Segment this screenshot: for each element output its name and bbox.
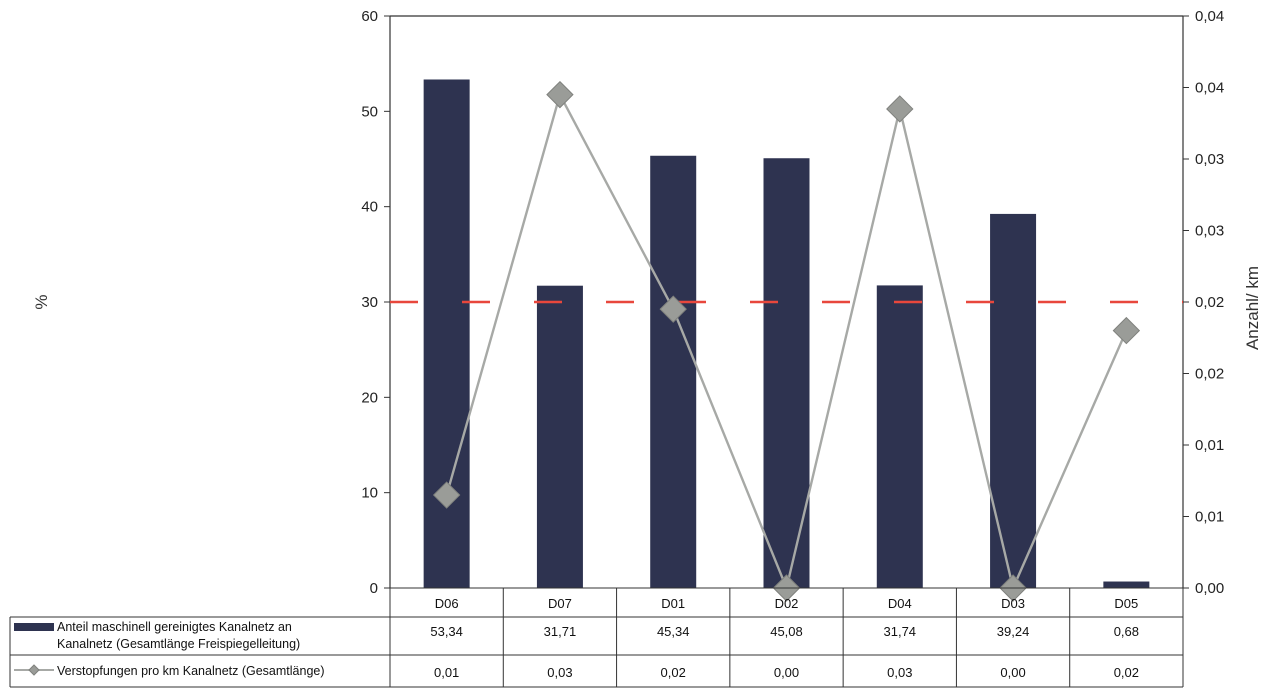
table-cell-line-value: 0,00 xyxy=(1000,665,1025,680)
line-marker-d07 xyxy=(546,80,574,109)
line-marker-d06 xyxy=(432,481,461,509)
table-cell-line-value: 0,02 xyxy=(1114,665,1139,680)
table-cell-line-value: 0,00 xyxy=(774,665,799,680)
line-marker-d04 xyxy=(886,95,914,123)
y-left-tick-label: 20 xyxy=(361,389,378,406)
x-tick-label: D07 xyxy=(548,596,572,611)
legend-key-marker xyxy=(28,664,40,676)
table-cell-bar-value: 31,74 xyxy=(884,624,917,639)
y-left-tick-label: 60 xyxy=(361,8,378,25)
y-left-tick-label: 10 xyxy=(361,485,378,502)
line-marker-d01 xyxy=(659,295,687,323)
x-tick-label: D06 xyxy=(435,596,459,611)
table-cell-line-value: 0,03 xyxy=(547,665,572,680)
bar-d02 xyxy=(763,158,810,588)
table-cell-bar-value: 39,24 xyxy=(997,624,1030,639)
y-left-tick-label: 30 xyxy=(361,294,378,311)
bar-d01 xyxy=(650,155,697,588)
y-left-tick-label: 50 xyxy=(361,103,378,120)
x-tick-label: D01 xyxy=(661,596,685,611)
bar-d03 xyxy=(990,213,1037,589)
x-tick-label: D05 xyxy=(1114,596,1138,611)
table-cell-line-value: 0,03 xyxy=(887,665,912,680)
y-right-tick-label: 0,04 xyxy=(1195,80,1224,97)
legend-label-line: Verstopfungen pro km Kanalnetz (Gesamtlä… xyxy=(57,664,325,678)
y-right-tick-label: 0,02 xyxy=(1195,294,1224,311)
legend-label-bar: Kanalnetz (Gesamtlänge Freispiegelleitun… xyxy=(57,637,300,651)
y-right-tick-label: 0,02 xyxy=(1195,366,1224,383)
table-cell-bar-value: 53,34 xyxy=(430,624,463,639)
bar-d07 xyxy=(536,285,583,588)
y-right-tick-label: 0,01 xyxy=(1195,437,1224,454)
bar-d04 xyxy=(876,285,923,588)
y-right-tick-label: 0,01 xyxy=(1195,509,1224,526)
bar-d06 xyxy=(423,79,470,588)
table-cell-line-value: 0,02 xyxy=(661,665,686,680)
y-right-tick-label: 0,00 xyxy=(1195,580,1224,597)
table-cell-line-value: 0,01 xyxy=(434,665,459,680)
y-axis-left-title: % xyxy=(32,294,51,309)
legend-key-bar xyxy=(14,623,54,631)
y-left-tick-label: 0 xyxy=(370,580,378,597)
y-right-tick-label: 0,03 xyxy=(1195,223,1224,240)
x-tick-label: D02 xyxy=(775,596,799,611)
y-axis-right-title: Anzahl/ km xyxy=(1243,266,1262,350)
y-left-tick-label: 40 xyxy=(361,199,378,216)
table-cell-bar-value: 31,71 xyxy=(544,624,577,639)
table-cell-bar-value: 0,68 xyxy=(1114,624,1139,639)
legend-label-bar: Anteil maschinell gereinigtes Kanalnetz … xyxy=(57,620,292,634)
x-tick-label: D03 xyxy=(1001,596,1025,611)
bar-d05 xyxy=(1103,581,1150,588)
x-tick-label: D04 xyxy=(888,596,912,611)
y-right-tick-label: 0,03 xyxy=(1195,151,1224,168)
y-right-tick-label: 0,04 xyxy=(1195,8,1224,25)
line-marker-d05 xyxy=(1112,316,1141,345)
table-cell-bar-value: 45,34 xyxy=(657,624,690,639)
table-cell-bar-value: 45,08 xyxy=(770,624,803,639)
